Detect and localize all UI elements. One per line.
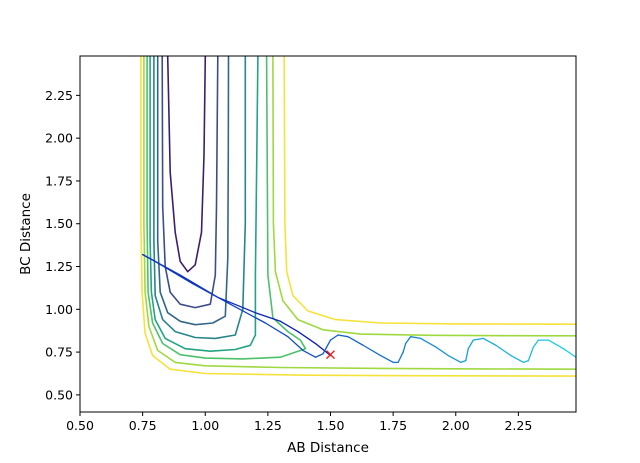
- x-tick-label: 1.75: [379, 418, 407, 433]
- y-axis-ticks: 0.50 0.75 1.00 1.25 1.50 1.75 2.00 2.25: [45, 88, 80, 402]
- trajectory-segment: [229, 303, 267, 324]
- trajectory-segment: [217, 296, 257, 314]
- trajectory-segment: [322, 339, 332, 355]
- trajectory-layer: [141, 253, 576, 364]
- trajectory-segment: [410, 336, 422, 340]
- y-tick-label: 1.25: [45, 259, 73, 274]
- contour-line-7: [143, 56, 576, 370]
- trajectory-segment: [192, 282, 231, 305]
- trajectory-segment: [522, 360, 530, 364]
- trajectory-segment: [254, 312, 282, 322]
- trajectory-segment: [337, 334, 349, 338]
- trajectory-segment: [562, 348, 576, 358]
- x-tick-label: 1.00: [191, 418, 219, 433]
- y-tick-label: 2.00: [45, 131, 73, 146]
- trajectory-segment: [420, 337, 437, 348]
- contour-line-8: [272, 56, 576, 337]
- contour-line-9: [140, 56, 576, 377]
- contour-line-10: [283, 56, 576, 325]
- trajectory-segment: [397, 351, 404, 364]
- end-point-marker: [326, 350, 336, 360]
- x-tick-label: 2.25: [504, 418, 532, 433]
- trajectory-segment: [510, 354, 525, 364]
- trajectory-segment: [460, 360, 467, 364]
- y-tick-label: 2.25: [45, 88, 73, 103]
- contour-line-4: [153, 56, 247, 340]
- trajectory-segment: [435, 346, 449, 357]
- trajectory-segment: [527, 346, 535, 362]
- trajectory-segment: [297, 330, 317, 345]
- trajectory-segment: [467, 339, 474, 350]
- y-tick-label: 1.00: [45, 302, 73, 317]
- x-axis-ticks: 0.50 0.75 1.00 1.25 1.50 1.75 2.00 2.25: [66, 412, 532, 433]
- x-tick-label: 1.25: [254, 418, 282, 433]
- y-tick-label: 1.50: [45, 216, 73, 231]
- x-axis-label: AB Distance: [287, 440, 369, 456]
- trajectory-segment: [329, 334, 339, 341]
- trajectory-segment: [287, 336, 304, 352]
- y-tick-label: 0.50: [45, 387, 73, 402]
- contour-line-3: [156, 56, 230, 326]
- contour-line-6: [146, 56, 307, 360]
- trajectory-segment: [472, 337, 484, 341]
- contour-line-5: [149, 56, 259, 352]
- trajectory-segment: [465, 348, 469, 362]
- y-tick-label: 0.75: [45, 345, 73, 360]
- trajectory-segment: [532, 339, 540, 348]
- x-tick-label: 0.50: [66, 418, 94, 433]
- trajectory-segment: [314, 353, 324, 358]
- trajectory-segment: [347, 336, 364, 346]
- trajectory-segment: [495, 344, 512, 357]
- trajectory-segment: [379, 354, 394, 364]
- x-tick-label: 2.00: [442, 418, 470, 433]
- x-tick-label: 1.50: [317, 418, 345, 433]
- trajectory-segment: [447, 354, 462, 364]
- trajectory-segment: [405, 336, 412, 345]
- trajectory-segment: [141, 253, 156, 263]
- trajectory-segment: [154, 260, 194, 285]
- contour-line-2: [161, 56, 219, 309]
- trajectory-segment: [264, 322, 289, 338]
- trajectory-segment: [547, 339, 565, 350]
- trajectory-segment: [314, 342, 332, 357]
- trajectory-segment: [279, 320, 299, 333]
- contour-line-1: [166, 56, 207, 273]
- trajectory-segment: [302, 349, 317, 358]
- trajectory-segment: [362, 344, 382, 357]
- contour-layer: [140, 56, 576, 377]
- marker-layer: [326, 350, 336, 360]
- trajectory-segment: [402, 342, 407, 353]
- plot-frame: [79, 55, 577, 413]
- trajectory-segment: [482, 337, 497, 346]
- y-tick-label: 1.75: [45, 173, 73, 188]
- x-tick-label: 0.75: [129, 418, 157, 433]
- y-axis-label: BC Distance: [18, 193, 34, 275]
